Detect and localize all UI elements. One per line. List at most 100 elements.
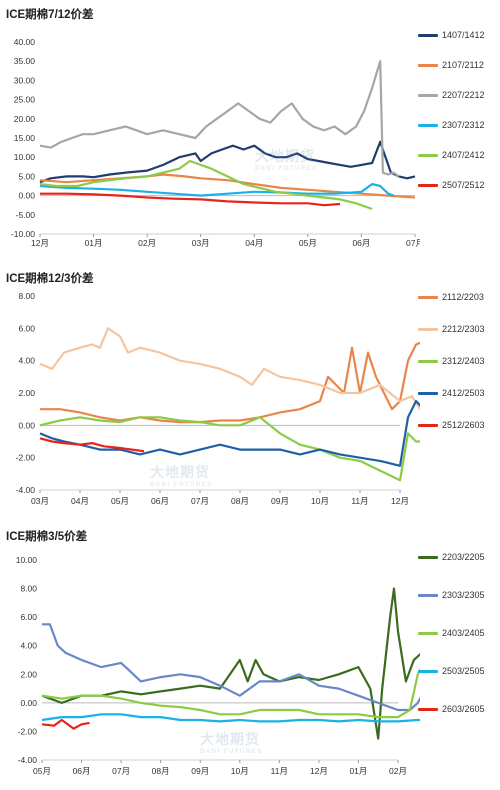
legend-item: 2212/2303	[418, 324, 485, 334]
chart-panel-1: ICE期棉7/12价差 40.00 35.00 30.00 25.00 20.00 15.…	[0, 0, 500, 262]
legend-item: 2303/2305	[418, 590, 485, 600]
legend-swatch	[418, 183, 438, 187]
y-tick-label: 0.00	[18, 191, 35, 201]
legend-swatch	[418, 295, 438, 299]
legend-swatch	[418, 63, 438, 67]
y-tick-label: 2.00	[18, 388, 35, 398]
legend-label: 2512/2603	[442, 420, 485, 430]
y-tick-label: 0.00	[18, 420, 35, 430]
watermark-name: 大地期货	[150, 464, 210, 480]
series-line-2503-2505	[41, 713, 420, 723]
x-tick-label: 01月	[85, 238, 103, 248]
y-tick-label: 10.00	[16, 555, 38, 565]
y-tick-label: -5.00	[16, 210, 36, 220]
series-line-2307-2312	[39, 183, 394, 197]
y-tick-label: 35.00	[14, 56, 36, 66]
y-tick-label: -4.00	[18, 755, 38, 765]
legend-item: 2312/2403	[418, 356, 485, 366]
y-tick-label: 15.00	[14, 133, 36, 143]
x-tick-label: 07月	[112, 766, 130, 776]
x-tick-label: 05月	[33, 766, 51, 776]
x-tick-label: 12月	[391, 496, 409, 506]
x-tick-label: 04月	[71, 496, 89, 506]
y-tick-label: -2.00	[18, 726, 38, 736]
x-tick-label: 02月	[138, 238, 156, 248]
legend-label: 2303/2305	[442, 590, 485, 600]
chart-title: ICE期棉3/5价差	[6, 531, 88, 543]
y-tick-label: -4.00	[16, 485, 36, 495]
series-line-2512-2603	[39, 437, 145, 453]
watermark-sub: DADI FUTURES	[200, 749, 263, 755]
chart-plot: 40.00 35.00 30.00 25.00 20.00 15.00 10.00 5.00 0…	[11, 37, 420, 248]
series-line-2603-2605	[41, 718, 90, 730]
chart-title: ICE期棉7/12价差	[6, 9, 94, 21]
x-tick-label: 06月	[151, 496, 169, 506]
watermark: 大地期货 DADI FUTURES	[150, 462, 213, 488]
legend-label: 2107/2112	[442, 60, 484, 70]
x-tick-label: 08月	[152, 766, 170, 776]
legend-swatch	[418, 391, 438, 395]
series-line-2403-2405	[41, 668, 420, 719]
legend-swatch	[418, 123, 438, 127]
legend-item: 2207/2212	[418, 90, 485, 100]
legend-item: 2603/2605	[418, 704, 485, 714]
y-tick-label: 4.00	[18, 356, 35, 366]
watermark-name: 大地期货	[200, 731, 260, 747]
x-tick-label: 03月	[192, 238, 210, 248]
series-line-2207-2212	[39, 60, 400, 178]
legend-label: 2307/2312	[442, 120, 485, 130]
y-tick-label: 5.00	[18, 171, 35, 181]
series-line-1407-1412	[39, 140, 416, 184]
legend-swatch	[418, 327, 438, 331]
legend-item: 1407/1412	[418, 30, 485, 40]
chart-panel-2: ICE期棉12/3价差 8.00 6.00 4.00 2.00 0.00 -2.00 -4.…	[0, 262, 500, 524]
legend-label: 2503/2505	[442, 666, 485, 676]
x-tick-label: 12月	[310, 766, 328, 776]
y-tick-label: -2.00	[16, 453, 36, 463]
legend-item: 2307/2312	[418, 120, 485, 130]
watermark-name: 大地期货	[255, 148, 315, 164]
legend-label: 2203/2205	[442, 552, 485, 562]
x-tick-label: 12月	[31, 238, 49, 248]
y-tick-label: 8.00	[18, 291, 35, 301]
y-tick-label: 30.00	[14, 75, 36, 85]
legend-swatch	[418, 669, 438, 673]
legend-swatch	[418, 359, 438, 363]
x-tick-label: 09月	[271, 496, 289, 506]
x-tick-label: 09月	[191, 766, 209, 776]
legend-item: 2503/2505	[418, 666, 485, 676]
x-tick-label: 01月	[349, 766, 367, 776]
series-line-2312-2403	[39, 416, 420, 482]
legend-label: 2112/2203	[442, 292, 484, 302]
y-tick-label: 8.00	[20, 584, 37, 594]
x-tick-label: 05月	[111, 496, 129, 506]
y-tick-label: 10.00	[14, 152, 36, 162]
chart-title: ICE期棉12/3价差	[6, 273, 94, 285]
series-line-2212-2303	[39, 327, 420, 411]
y-tick-label: 6.00	[20, 612, 37, 622]
x-tick-label: 04月	[245, 238, 263, 248]
watermark: 大地期货 DADI FUTURES	[255, 146, 318, 172]
x-tick-label: 06月	[352, 238, 370, 248]
legend-label: 2212/2303	[442, 324, 485, 334]
legend-swatch	[418, 593, 438, 597]
series-line-2407-2412	[39, 159, 373, 211]
x-tick-label: 02月	[389, 766, 407, 776]
legend-label: 2507/2512	[442, 180, 485, 190]
legend-swatch	[418, 707, 438, 711]
y-tick-label: 40.00	[14, 37, 36, 47]
chart-panel-3: ICE期棉3/5价差 10.00 8.00 6.00 4.00 2.00 0.00 -2.0…	[0, 524, 500, 790]
y-tick-label: 25.00	[14, 95, 36, 105]
legend-label: 1407/1412	[442, 30, 485, 40]
y-tick-label: 2.00	[20, 669, 37, 679]
y-tick-label: 6.00	[18, 323, 35, 333]
legend-label: 2403/2405	[442, 628, 485, 638]
watermark-sub: DADI FUTURES	[255, 166, 318, 172]
x-tick-label: 11月	[351, 496, 368, 506]
legend-item: 2112/2203	[418, 292, 484, 302]
legend-item: 2512/2603	[418, 420, 485, 430]
y-tick-label: 0.00	[20, 698, 37, 708]
x-tick-label: 07月	[406, 238, 420, 248]
